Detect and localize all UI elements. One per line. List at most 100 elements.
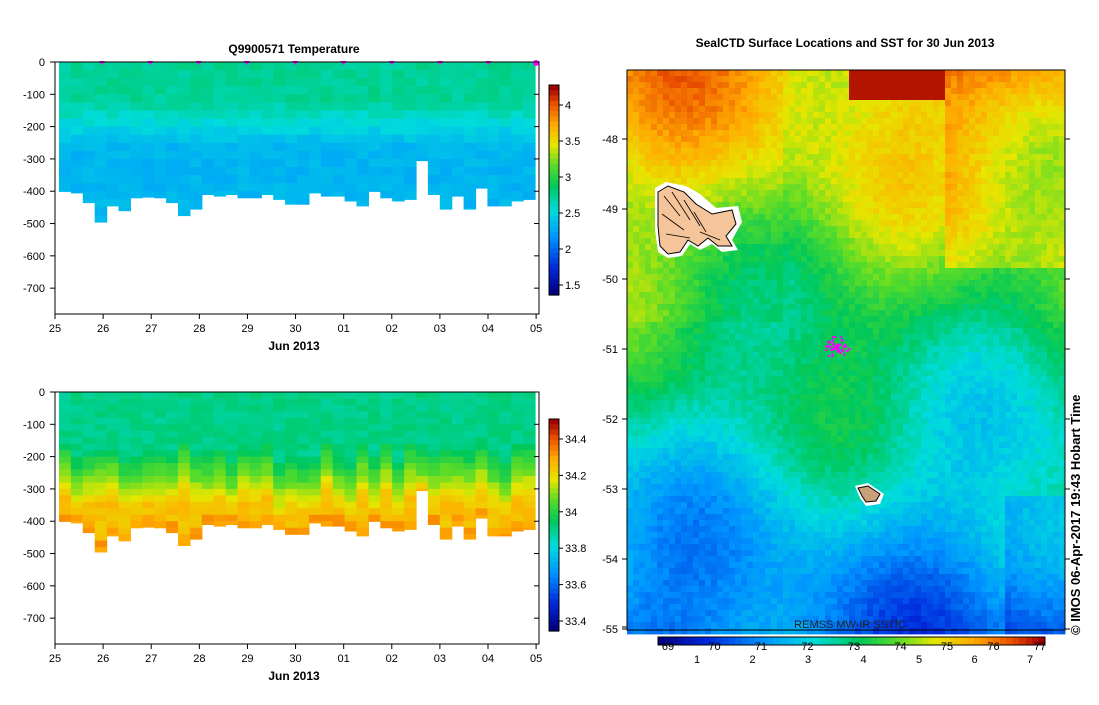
sst-cell [693, 148, 699, 154]
sst-cell [1053, 220, 1059, 226]
salinity-cell [297, 450, 310, 457]
sst-cell [1011, 238, 1017, 244]
sst-cell [831, 304, 837, 310]
temperature-cell [452, 70, 465, 79]
sst-cell [795, 268, 801, 274]
sst-cell [975, 322, 981, 328]
temperature-cell [404, 183, 417, 192]
salinity-cell [178, 489, 191, 496]
sst-cell [1017, 136, 1023, 142]
temperature-cell [345, 175, 358, 184]
sst-cell [645, 268, 651, 274]
colorbar-segment [549, 90, 559, 96]
temperature-cell [499, 86, 512, 95]
sst-cell [831, 178, 837, 184]
salinity-cell [487, 392, 500, 399]
salinity-cell [202, 515, 215, 522]
salinity-cell [297, 483, 310, 490]
sst-cell [807, 214, 813, 220]
sst-cell [789, 244, 795, 250]
sst-cell [909, 268, 915, 274]
sst-cell [795, 286, 801, 292]
sst-cell [1047, 310, 1053, 316]
temperature-cell [452, 86, 465, 95]
sst-cell [927, 88, 933, 94]
sst-cell [849, 82, 855, 88]
sst-cell [831, 106, 837, 112]
sst-cell [759, 82, 765, 88]
sst-cell [891, 226, 897, 232]
sst-cell [1023, 280, 1029, 286]
sst-cell [837, 100, 843, 106]
sst-cell [975, 88, 981, 94]
sst-cell [753, 298, 759, 304]
sst-cell [663, 310, 669, 316]
sst-cell [795, 190, 801, 196]
sst-cell [987, 238, 993, 244]
salinity-cell [476, 424, 489, 431]
colorbar-segment [549, 258, 559, 264]
sst-cell [699, 292, 705, 298]
sst-cell [1017, 202, 1023, 208]
salinity-cell [261, 508, 274, 515]
sst-cell [873, 304, 879, 310]
sst-cell [921, 178, 927, 184]
salinity-cell [178, 418, 191, 425]
sst-cell [993, 172, 999, 178]
sst-cell [885, 214, 891, 220]
sst-cell [873, 250, 879, 256]
sst-cell [1011, 172, 1017, 178]
sst-cell [969, 214, 975, 220]
sst-cell [639, 184, 645, 190]
temperature-cell [95, 207, 108, 216]
salinity-cell [59, 392, 72, 399]
sst-cell [1035, 262, 1041, 268]
salinity-cell [404, 450, 417, 457]
sst-cell [849, 172, 855, 178]
salinity-cell [404, 528, 417, 530]
sst-cell [981, 256, 987, 262]
sst-cell [1029, 142, 1035, 148]
sst-cell [801, 112, 807, 118]
salinity-cell [285, 521, 298, 528]
temperature-cell [440, 183, 453, 192]
temperature-cell [142, 191, 155, 197]
salinity-cell [297, 463, 310, 470]
temperature-cell [416, 143, 429, 152]
sst-cell [927, 250, 933, 256]
sst-cell [927, 262, 933, 268]
temperature-cell [119, 207, 132, 211]
sst-cell [795, 196, 801, 202]
salinity-cell [226, 431, 239, 438]
salinity-cell [297, 470, 310, 477]
temperature-cell [404, 151, 417, 160]
salinity-cell [476, 463, 489, 470]
sst-cell [795, 298, 801, 304]
sst-cell [627, 226, 633, 232]
temperature-cell [452, 175, 465, 184]
sst-cell [687, 118, 693, 124]
sst-cell [663, 136, 669, 142]
sst-cell [747, 136, 753, 142]
sst-cell [1059, 322, 1065, 328]
sst-cell [975, 118, 981, 124]
sst-cell [969, 118, 975, 124]
sst-cell [1053, 244, 1059, 250]
salinity-cell [119, 392, 132, 399]
sst-cell [705, 256, 711, 262]
temperature-cell [511, 94, 524, 103]
sst-cell [843, 112, 849, 118]
temperature-cell [249, 70, 262, 79]
sst-cell [645, 154, 651, 160]
temperature-cell [202, 86, 215, 95]
salinity-cell [345, 437, 358, 444]
sst-cell [963, 310, 969, 316]
y-tick-label: -200 [23, 122, 45, 134]
sst-cell [993, 262, 999, 268]
sst-cell [921, 286, 927, 292]
salinity-cell [297, 502, 310, 509]
sst-cell [765, 226, 771, 232]
sst-cell [837, 298, 843, 304]
salinity-cell [333, 495, 346, 502]
salinity-cell [333, 437, 346, 444]
